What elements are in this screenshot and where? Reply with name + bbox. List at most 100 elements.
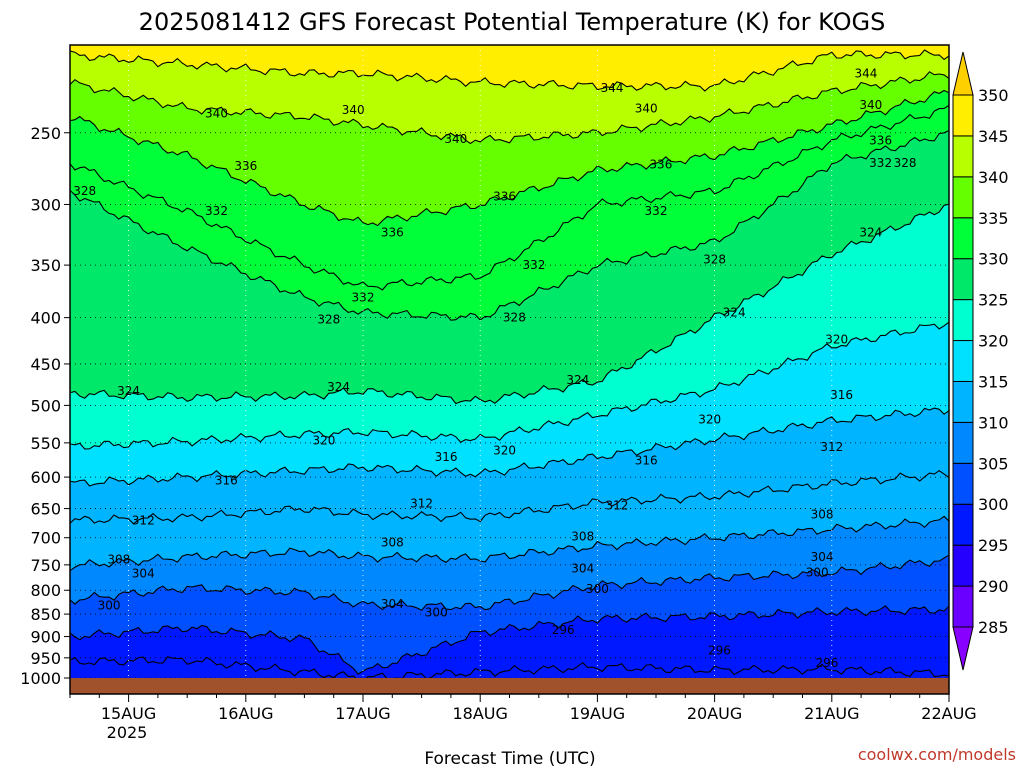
y-tick-label-850: 850 bbox=[30, 605, 61, 624]
colorbar-box-320 bbox=[952, 299, 974, 342]
contour-line-328 bbox=[70, 130, 949, 321]
contour-line-344 bbox=[70, 49, 949, 92]
colorbar-box-295 bbox=[952, 503, 974, 546]
y-tick-label-350: 350 bbox=[30, 256, 61, 275]
y-tick-label-750: 750 bbox=[30, 556, 61, 575]
contour-label-316: 316 bbox=[215, 473, 238, 487]
contour-label-304: 304 bbox=[381, 597, 404, 611]
colorbar-box-345 bbox=[952, 94, 974, 137]
x-tick-label-22AUG: 22AUG bbox=[921, 704, 976, 723]
contour-line-336 bbox=[70, 89, 949, 227]
contour-label-328: 328 bbox=[73, 184, 96, 198]
contour-line-304 bbox=[70, 554, 949, 611]
contour-label-332: 332 bbox=[522, 258, 545, 272]
y-axis: 250 300 350 400 450 500 550 600 650 700 750 800 850 9… bbox=[20, 124, 70, 688]
x-tick-label-16AUG: 16AUG bbox=[218, 704, 273, 723]
contour-label-316: 316 bbox=[830, 388, 853, 402]
contour-label-340: 340 bbox=[444, 132, 467, 146]
contour-label-304: 304 bbox=[811, 550, 834, 564]
contour-label-316: 316 bbox=[435, 450, 458, 464]
x-tick-label-17AUG: 17AUG bbox=[335, 704, 390, 723]
y-tick-label-450: 450 bbox=[30, 355, 61, 374]
x-year-label: 2025 bbox=[107, 723, 148, 742]
contour-lines bbox=[70, 49, 949, 678]
contour-label-344: 344 bbox=[601, 81, 624, 95]
contour-label-336: 336 bbox=[381, 225, 404, 239]
colorbar-box-335 bbox=[952, 176, 974, 219]
y-tick-label-250: 250 bbox=[30, 124, 61, 143]
y-tick-label-700: 700 bbox=[30, 529, 61, 548]
x-tick-label-18AUG: 18AUG bbox=[452, 704, 507, 723]
contour-label-324: 324 bbox=[327, 380, 350, 394]
x-axis-label: Forecast Time (UTC) bbox=[424, 749, 595, 768]
y-tick-label-550: 550 bbox=[30, 434, 61, 453]
contour-line-320 bbox=[70, 321, 949, 450]
colorbar: 285 290 295 300 305 310 315 320 325 330 335 340 345 3… bbox=[952, 51, 1009, 671]
y-tick-label-1000: 1000 bbox=[20, 669, 61, 688]
colorbar-box-340 bbox=[952, 135, 974, 178]
filled-contours bbox=[70, 45, 949, 678]
colorbar-box-325 bbox=[952, 258, 974, 301]
contour-label-296: 296 bbox=[815, 656, 838, 670]
contour-label-340: 340 bbox=[205, 106, 228, 120]
contour-label-308: 308 bbox=[381, 536, 404, 550]
colorbar-label-300: 300 bbox=[978, 495, 1009, 514]
contour-label-340: 340 bbox=[859, 98, 882, 112]
colorbar-label-335: 335 bbox=[978, 209, 1009, 228]
y-tick-label-400: 400 bbox=[30, 309, 61, 328]
contour-label-312: 312 bbox=[132, 513, 155, 527]
contour-line-296 bbox=[70, 656, 949, 678]
contour-label-296: 296 bbox=[552, 623, 575, 637]
x-tick-label-21AUG: 21AUG bbox=[804, 704, 859, 723]
contour-label-304: 304 bbox=[571, 562, 594, 576]
y-tick-label-900: 900 bbox=[30, 628, 61, 647]
x-tick-label-15AUG: 15AUG bbox=[101, 704, 156, 723]
contour-label-336: 336 bbox=[869, 134, 892, 148]
band-above-344 bbox=[70, 45, 949, 91]
y-tick-label-650: 650 bbox=[30, 500, 61, 519]
contour-label-312: 312 bbox=[410, 497, 433, 511]
colorbar-label-320: 320 bbox=[978, 332, 1009, 351]
contour-label-316: 316 bbox=[635, 453, 658, 467]
contour-label-340: 340 bbox=[342, 103, 365, 117]
grid-lines bbox=[70, 45, 949, 678]
colorbar-label-325: 325 bbox=[978, 291, 1009, 310]
y-tick-label-950: 950 bbox=[30, 649, 61, 668]
contour-label-328: 328 bbox=[703, 252, 726, 266]
colorbar-box-310 bbox=[952, 380, 974, 423]
y-tick-label-600: 600 bbox=[30, 468, 61, 487]
colorbar-box-300 bbox=[952, 462, 974, 505]
contour-line-316 bbox=[70, 407, 949, 487]
colorbar-label-295: 295 bbox=[978, 536, 1009, 555]
colorbar-box-285 bbox=[952, 585, 974, 628]
colorbar-label-350: 350 bbox=[978, 86, 1009, 105]
contour-label-312: 312 bbox=[820, 440, 843, 454]
x-tick-label-20AUG: 20AUG bbox=[687, 704, 742, 723]
colorbar-label-340: 340 bbox=[978, 168, 1009, 187]
contour-line-340 bbox=[70, 71, 949, 145]
contour-label-332: 332 bbox=[205, 204, 228, 218]
contour-label-304: 304 bbox=[132, 567, 155, 581]
colorbar-box-305 bbox=[952, 421, 974, 464]
x-tick-label-19AUG: 19AUG bbox=[570, 704, 625, 723]
contour-label-312: 312 bbox=[605, 499, 628, 513]
colorbar-label-285: 285 bbox=[978, 618, 1009, 637]
terrain-bar bbox=[70, 678, 949, 694]
contour-label-324: 324 bbox=[566, 373, 589, 387]
colorbar-label-345: 345 bbox=[978, 127, 1009, 146]
contour-label-324: 324 bbox=[859, 225, 882, 239]
contour-label-336: 336 bbox=[493, 190, 516, 204]
colorbar-label-315: 315 bbox=[978, 372, 1009, 391]
colorbar-box-315 bbox=[952, 340, 974, 382]
contour-label-328: 328 bbox=[503, 311, 526, 325]
colorbar-box-290 bbox=[952, 544, 974, 587]
colorbar-label-310: 310 bbox=[978, 413, 1009, 432]
contour-label-328: 328 bbox=[894, 156, 917, 170]
credit-text: coolwx.com/models bbox=[858, 745, 1016, 764]
contour-label-320: 320 bbox=[825, 333, 848, 347]
contour-line-332 bbox=[70, 104, 949, 291]
chart-title: 2025081412 GFS Forecast Potential Temper… bbox=[139, 8, 886, 36]
contour-label-320: 320 bbox=[698, 412, 721, 426]
contour-label-344: 344 bbox=[855, 66, 878, 80]
